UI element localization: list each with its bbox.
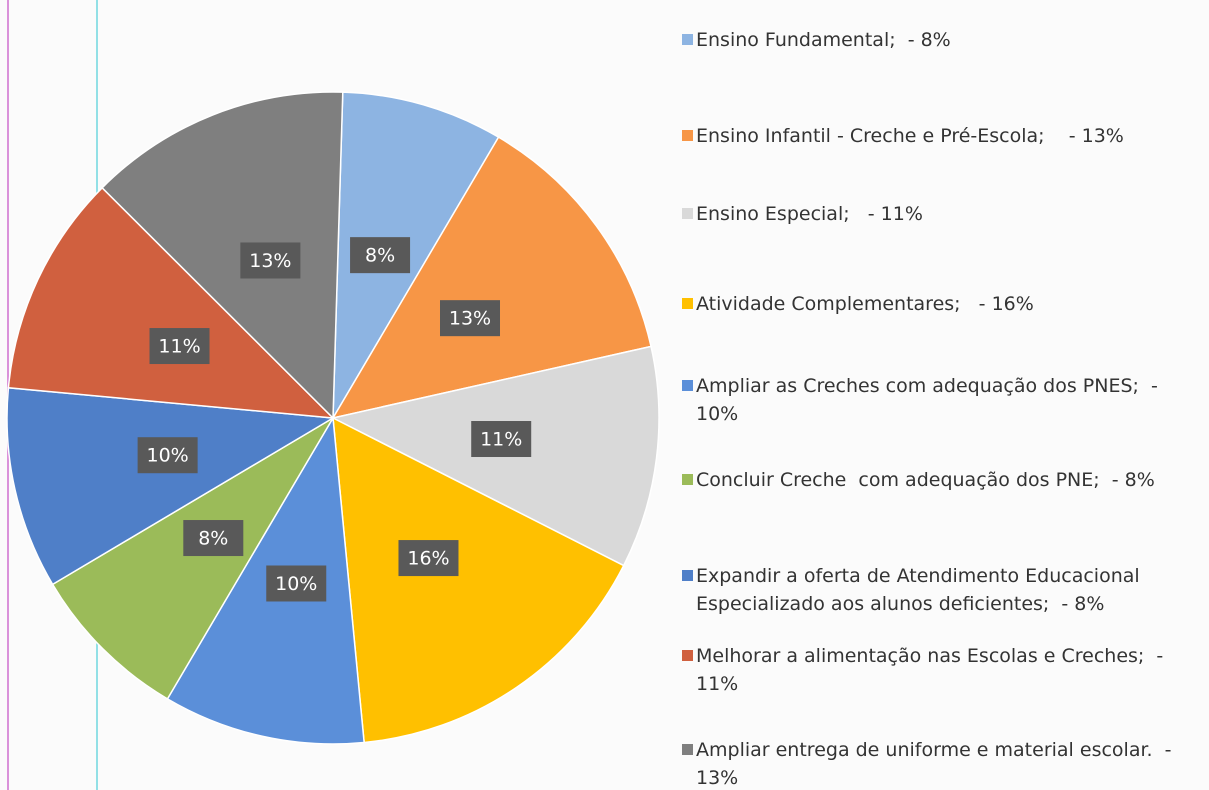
data-label-box [440, 300, 501, 337]
legend-marker [682, 208, 693, 219]
data-label-box [350, 237, 411, 274]
legend-marker [682, 34, 693, 45]
legend-label: Ampliar entrega de uniforme e material e… [696, 739, 1178, 789]
pie-slice [332, 91, 500, 419]
legend-label: Atividade Complementares; - 16% [696, 293, 1034, 315]
legend-marker [682, 474, 693, 485]
data-label-box [137, 437, 198, 474]
data-label: 13% [249, 250, 291, 272]
legend-marker [682, 650, 693, 661]
data-label-box [471, 421, 532, 458]
legend-entry: Concluir Creche com adequação dos PNE; -… [668, 466, 1198, 494]
legend-entry: Ensino Especial; - 11% [668, 200, 1198, 228]
legend-label: Ensino Fundamental; - 8% [696, 29, 951, 51]
legend-marker [682, 744, 693, 755]
legend-marker [682, 380, 693, 391]
data-label-box [266, 565, 327, 602]
legend-entry: Ensino Infantil - Creche e Pré-Escola; -… [668, 122, 1198, 150]
legend-label: Ensino Especial; - 11% [696, 203, 923, 225]
data-label: 13% [449, 308, 491, 330]
data-label-box [240, 242, 301, 279]
data-label: 10% [275, 573, 317, 595]
data-label-box [183, 520, 244, 557]
data-label: 8% [198, 528, 228, 550]
legend-label: Ensino Infantil - Creche e Pré-Escola; -… [696, 125, 1124, 147]
data-label-box [149, 328, 210, 365]
pie-slice [101, 91, 344, 420]
data-label: 10% [146, 445, 188, 467]
legend-label: Melhorar a alimentação nas Escolas e Cre… [696, 645, 1170, 695]
legend-entry: Expandir a oferta de Atendimento Educaci… [668, 562, 1198, 618]
data-label: 16% [407, 548, 449, 570]
pie-slice [6, 386, 336, 586]
legend-entry: Melhorar a alimentação nas Escolas e Cre… [668, 642, 1198, 698]
data-label-box [398, 540, 459, 577]
legend-marker [682, 130, 693, 141]
legend-entry: Atividade Complementares; - 16% [668, 290, 1198, 318]
pie-slice [7, 186, 336, 419]
legend-label: Ampliar as Creches com adequação dos PNE… [696, 375, 1164, 425]
legend-marker [682, 298, 693, 309]
pie-slice [331, 136, 652, 420]
pie-slice [332, 416, 625, 744]
pie-slice [51, 417, 334, 700]
legend-entry: Ensino Fundamental; - 8% [668, 26, 1198, 54]
pie-slice [166, 415, 365, 745]
legend-entry: Ampliar entrega de uniforme e material e… [668, 736, 1198, 790]
legend-label: Concluir Creche com adequação dos PNE; -… [696, 469, 1155, 491]
legend-label: Expandir a oferta de Atendimento Educaci… [696, 565, 1146, 615]
data-label: 11% [480, 429, 522, 451]
legend-marker [682, 570, 693, 581]
legend-entry: Ampliar as Creches com adequação dos PNE… [668, 372, 1198, 428]
data-label: 8% [365, 245, 395, 267]
data-label: 11% [158, 336, 200, 358]
